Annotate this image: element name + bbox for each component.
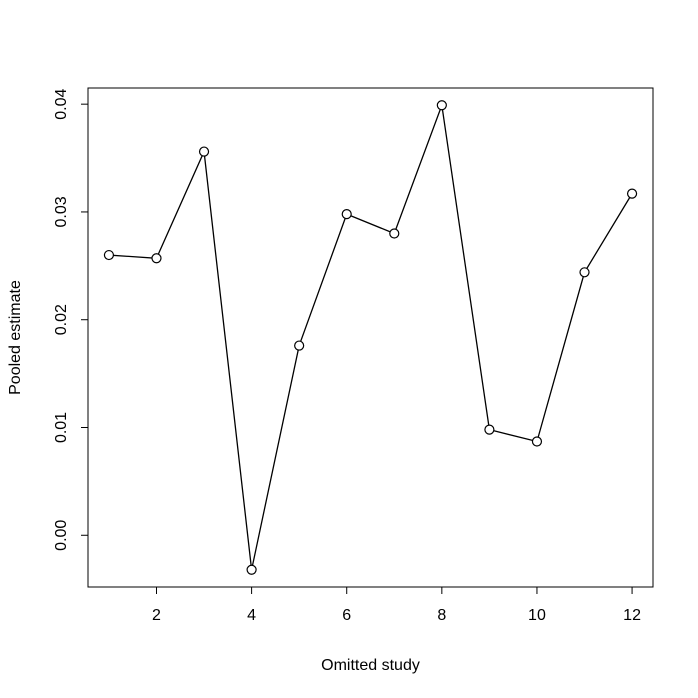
x-tick-label: 10 xyxy=(528,607,546,624)
plot-frame xyxy=(87,87,654,588)
x-tick-label: 2 xyxy=(152,607,161,624)
data-point-10 xyxy=(531,436,543,447)
data-point-4 xyxy=(246,564,257,575)
data-point-2 xyxy=(151,253,162,264)
x-tick-label: 4 xyxy=(247,607,256,624)
data-point-6 xyxy=(341,208,352,220)
y-axis: 0.00 0.01 0.02 0.03 0.04 xyxy=(53,88,88,551)
y-tick-label: 0.04 xyxy=(53,88,70,119)
data-points xyxy=(103,100,638,575)
y-axis-title: Pooled estimate xyxy=(7,280,24,395)
y-tick-label: 0.03 xyxy=(53,196,70,227)
data-point-7 xyxy=(389,228,400,239)
y-tick-label: 0.02 xyxy=(53,304,70,335)
data-point-12 xyxy=(626,188,638,199)
x-axis: 2 4 6 8 10 12 xyxy=(152,587,641,624)
y-tick-label: 0.01 xyxy=(53,412,70,443)
series-line xyxy=(108,105,633,570)
data-point-8 xyxy=(436,100,447,111)
data-point-11 xyxy=(579,267,590,278)
y-tick-label: 0.00 xyxy=(53,520,70,551)
data-point-5 xyxy=(294,340,305,351)
data-point-9 xyxy=(484,424,495,435)
x-tick-label: 6 xyxy=(342,607,351,624)
data-point-1 xyxy=(103,249,115,261)
x-tick-label: 12 xyxy=(623,607,641,624)
x-tick-label: 8 xyxy=(437,607,446,624)
data-point-3 xyxy=(198,146,210,157)
x-axis-title: Omitted study xyxy=(321,657,420,674)
